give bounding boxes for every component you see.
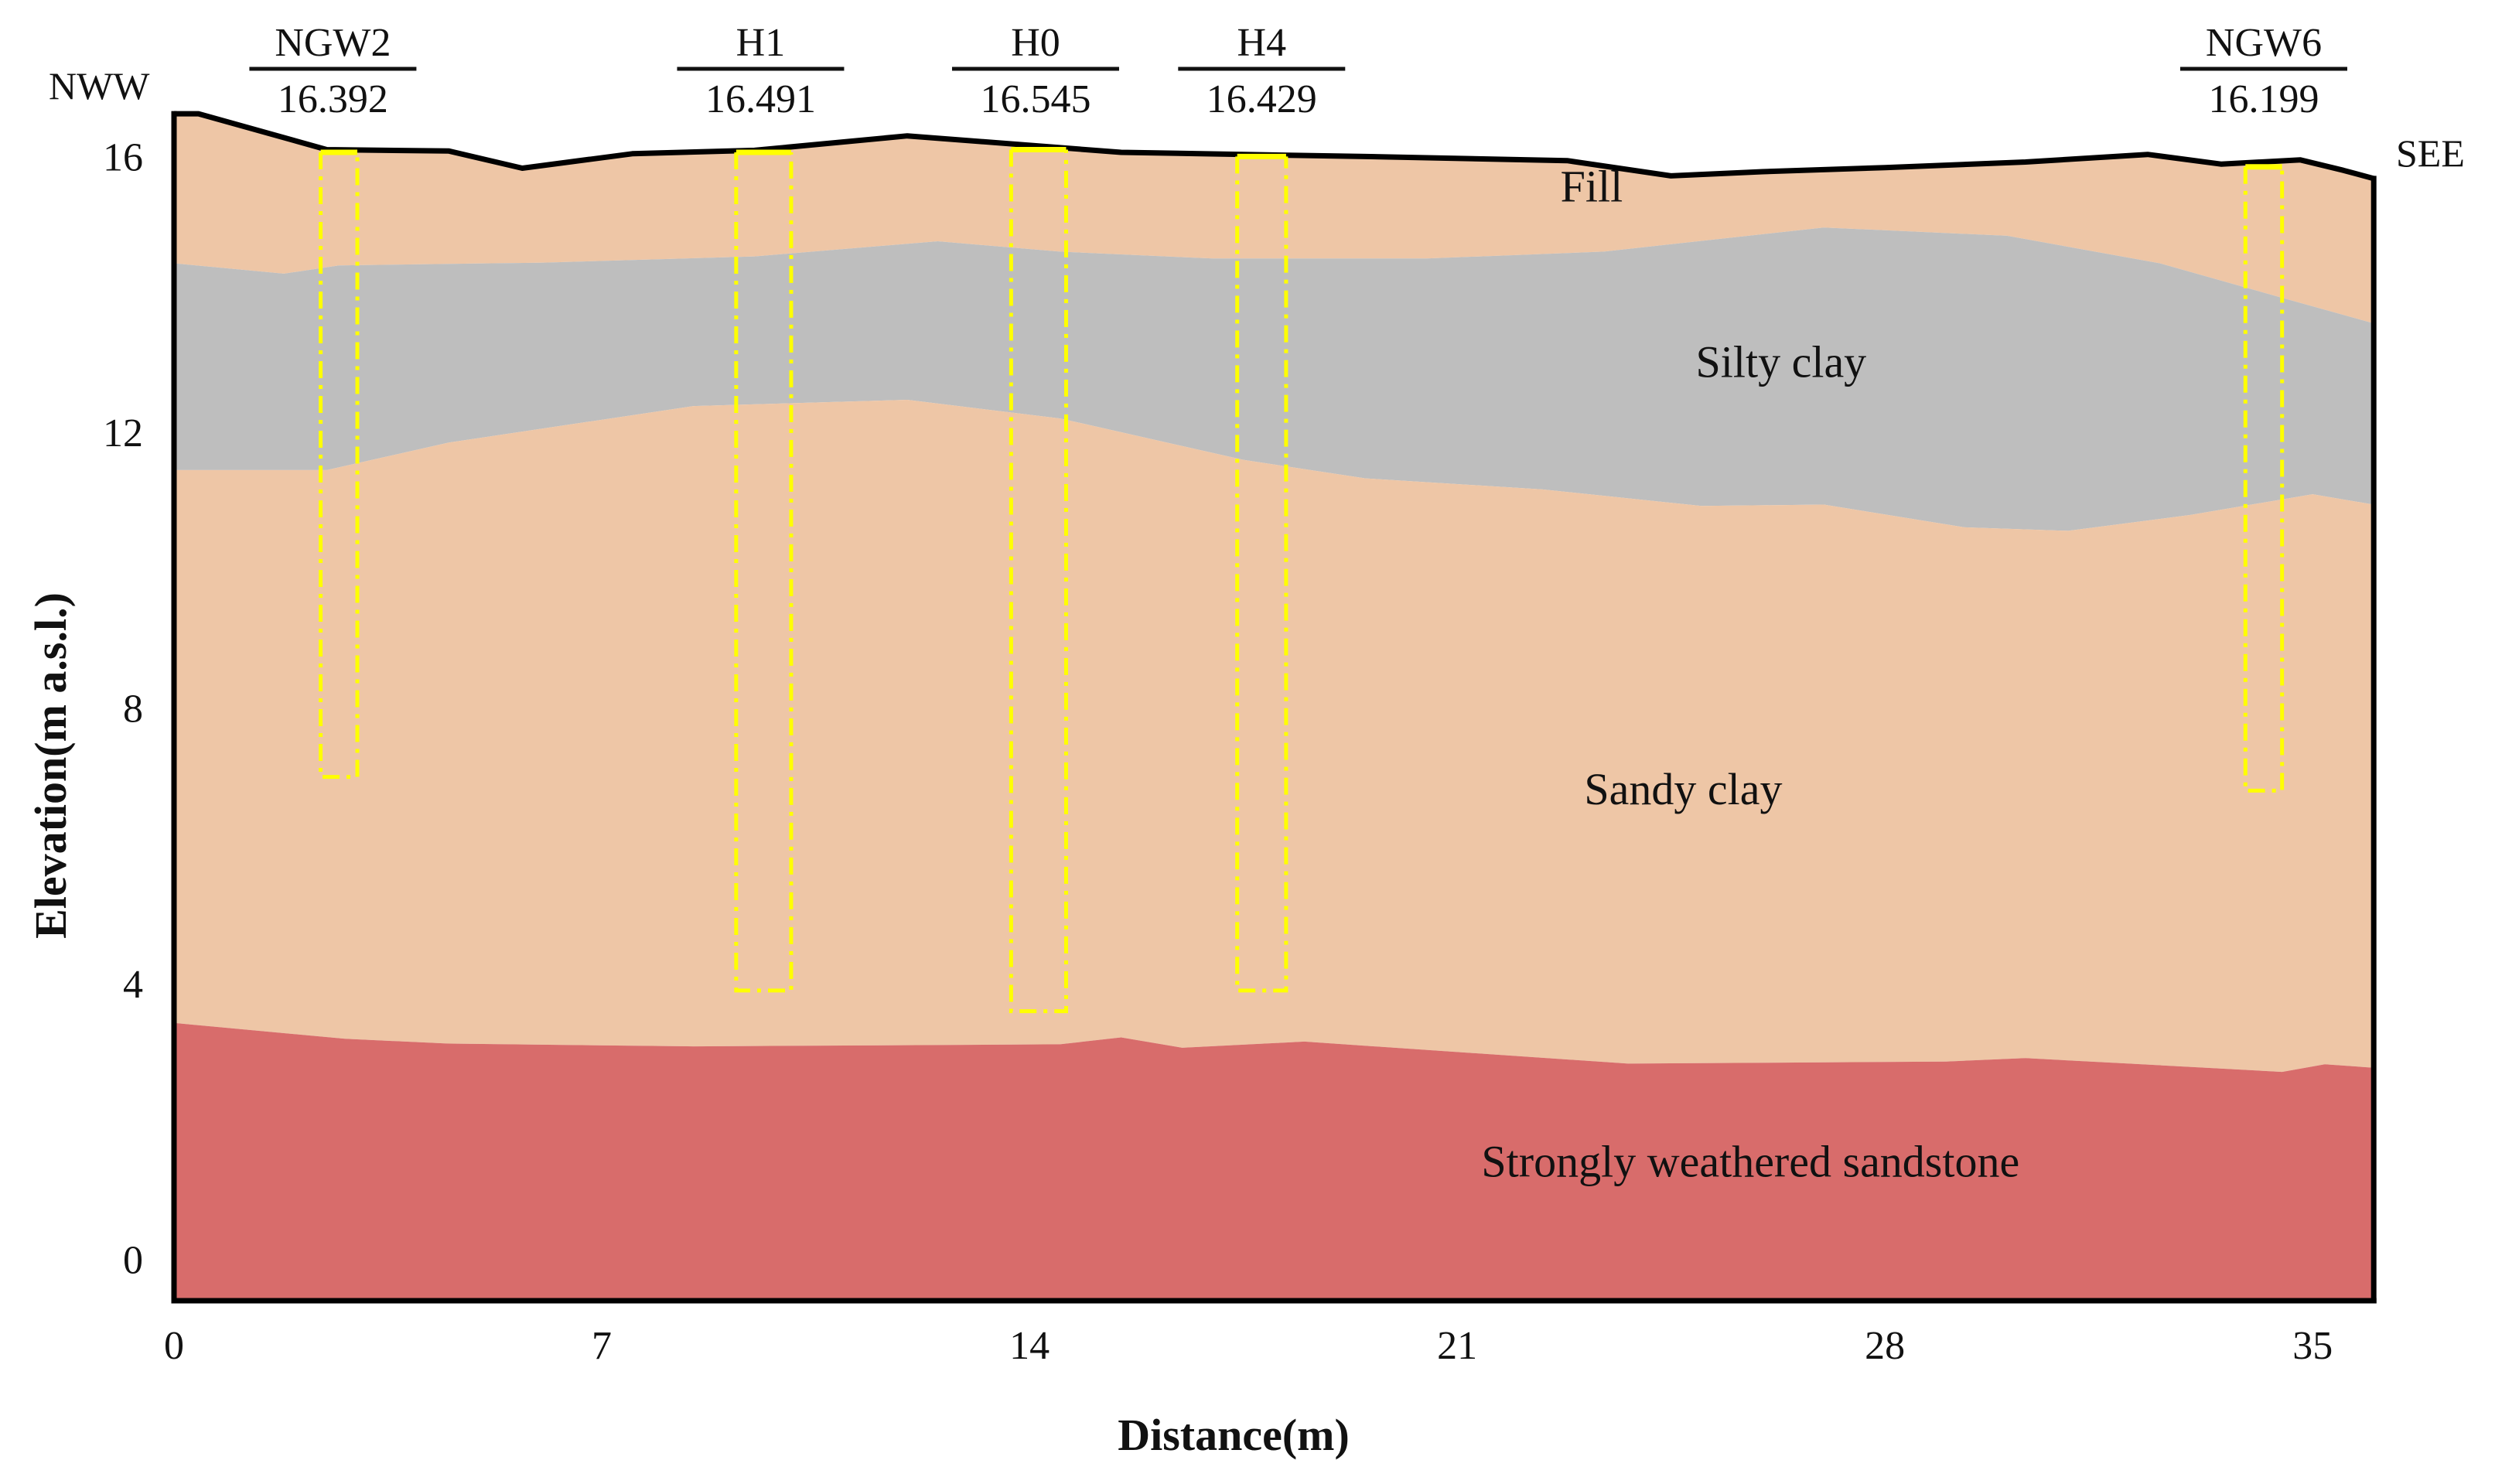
y-tick-label: 0 [123,1239,143,1283]
well-h1: H1 16.491 [677,21,845,993]
well-name-label: NGW2 [275,21,391,65]
y-tick-label: 8 [123,687,143,731]
well-casing [319,152,360,780]
well-casing [1235,156,1288,993]
direction-right: SEE [2396,131,2465,175]
well-ngw2: NGW2 16.392 [249,21,417,780]
x-axis-title: Distance(m) [1118,1410,1350,1460]
y-tick-label: 4 [123,963,143,1007]
well-elevation-label: 16.545 [980,77,1090,121]
well-name-label: H0 [1011,21,1060,65]
ground-surface-line [174,111,2375,182]
well-ngw6: NGW6 16.199 [2179,21,2347,793]
well-h4: H4 16.429 [1178,21,1346,993]
x-tick-label: 35 [2292,1324,2333,1368]
well-elevation-label: 16.392 [278,77,388,121]
fill-layer-area [174,114,2374,324]
monitoring-wells: NGW2 16.392 H1 16.491 H0 16.545 H4 16.429 NGW6 16… [249,21,2347,1014]
well-elevation-label: 16.429 [1207,77,1317,121]
layer-label-silty-clay: Silty clay [1695,337,1866,387]
y-axis-title: Elevation(m a.s.l.) [26,592,76,939]
well-h0: H0 16.545 [951,21,1119,1014]
layer-label-sandstone: Strongly weathered sandstone [1481,1137,2019,1187]
layer-label-fill: Fill [1561,161,1623,211]
x-tick-label: 21 [1437,1324,1477,1368]
layer-areas [174,114,2374,1301]
sandy-clay-layer-area [174,400,2374,1073]
x-tick-label: 14 [1009,1324,1050,1368]
well-casing [2243,166,2285,793]
well-elevation-label: 16.491 [705,77,816,121]
well-name-label: H1 [736,21,786,65]
section-frame [171,111,2377,1304]
well-name-label: H4 [1237,21,1287,65]
x-tick-label: 7 [592,1324,612,1368]
direction-left: NWW [49,64,150,107]
well-name-label: NGW6 [2206,21,2322,65]
layer-label-sandy-clay: Sandy clay [1584,764,1782,814]
well-elevation-label: 16.199 [2208,77,2319,121]
layer-labels: Fill Silty clay Sandy clay Strongly weather… [1481,161,2019,1186]
x-tick-label: 0 [164,1324,184,1368]
y-tick-label: 16 [103,135,143,179]
well-casing [734,152,794,993]
sandstone-layer-area [174,1022,2374,1301]
x-tick-label: 28 [1865,1324,1905,1368]
y-axis-ticks: 0 4 8 12 16 [103,135,143,1282]
silty-clay-layer-area [174,227,2374,531]
x-axis-ticks: 0 7 14 21 28 35 [164,1324,2333,1368]
well-casing [1009,149,1068,1014]
y-tick-label: 12 [103,411,143,455]
